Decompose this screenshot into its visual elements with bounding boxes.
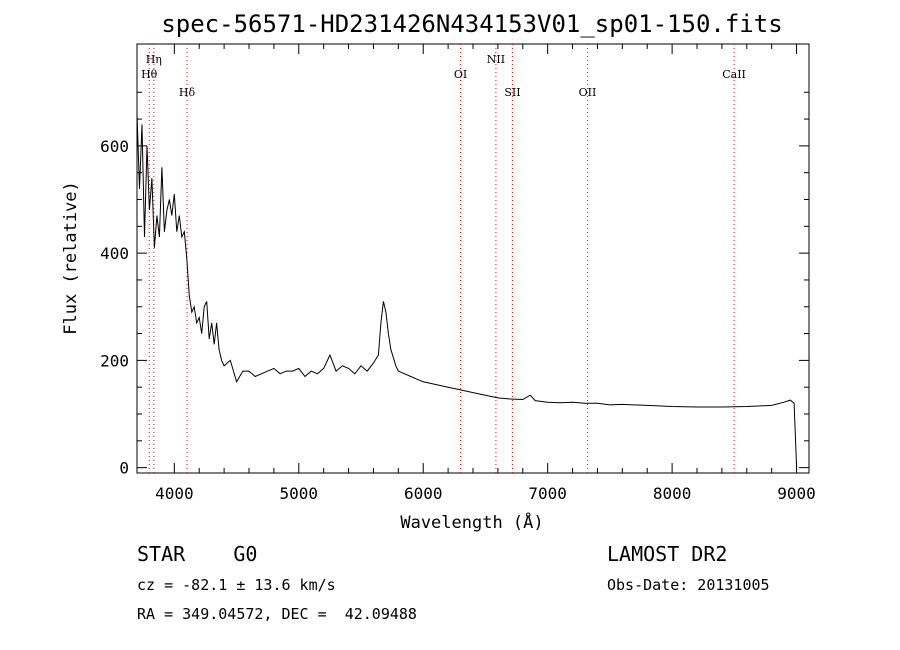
redshift-velocity: cz = -82.1 ± 13.6 km/s — [137, 576, 336, 594]
x-tick-label: 7000 — [528, 484, 567, 503]
observation-date: Obs-Date: 20131005 — [607, 576, 770, 594]
y-tick-label: 400 — [100, 244, 129, 263]
x-tick-label: 9000 — [777, 484, 816, 503]
x-axis-label: Wavelength (Å) — [400, 511, 543, 533]
chart-title: spec-56571-HD231426N434153V01_sp01-150.f… — [161, 10, 782, 38]
emission-line-label: OI — [454, 68, 467, 81]
spectrum-series-line — [136, 113, 798, 468]
x-tick-label: 8000 — [653, 484, 692, 503]
coordinates: RA = 349.04572, DEC = 42.09488 — [137, 605, 417, 623]
survey-name: LAMOST DR2 — [607, 542, 728, 566]
emission-line-label: OII — [579, 86, 597, 99]
y-tick-label: 600 — [100, 137, 129, 156]
y-tick-label: 0 — [119, 459, 129, 478]
emission-line-markers: Hη Hθ Hδ OI NII SII OII CaII — [141, 44, 746, 473]
axis-ticks — [137, 44, 809, 473]
emission-line-label: NII — [487, 53, 505, 66]
emission-line-label: CaII — [722, 68, 746, 81]
plot-frame — [136, 43, 810, 474]
emission-line-label: Hη — [146, 53, 162, 66]
y-tick-labels: 0 200 400 600 — [100, 137, 129, 478]
emission-line-label: Hδ — [179, 86, 196, 99]
object-type: STAR G0 — [137, 542, 258, 566]
x-tick-label: 5000 — [280, 484, 319, 503]
emission-line-label: SII — [504, 86, 520, 99]
x-tick-labels: 4000 5000 6000 7000 8000 9000 — [155, 484, 816, 503]
x-tick-label: 6000 — [404, 484, 443, 503]
emission-line-label: Hθ — [141, 68, 158, 81]
y-axis-label: Flux (relative) — [61, 181, 81, 335]
x-tick-label: 4000 — [155, 484, 194, 503]
y-tick-label: 200 — [100, 351, 129, 370]
